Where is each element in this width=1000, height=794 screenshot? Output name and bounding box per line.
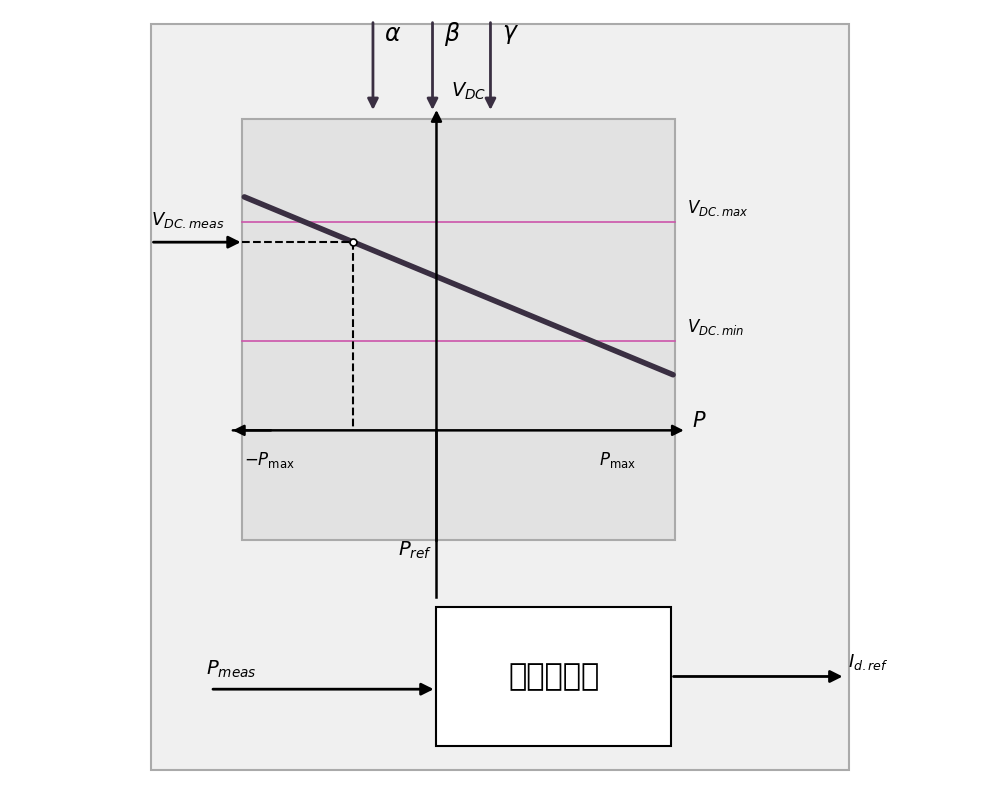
Text: $P_{meas}$: $P_{meas}$ <box>206 658 257 680</box>
Text: $I_{d.ref}$: $I_{d.ref}$ <box>848 652 889 673</box>
Text: $-P_{\max}$: $-P_{\max}$ <box>244 450 295 470</box>
Text: $P$: $P$ <box>692 410 707 431</box>
Bar <box>436 607 671 746</box>
Text: 有功控制器: 有功控制器 <box>508 662 599 692</box>
Text: $P_{\max}$: $P_{\max}$ <box>599 450 636 470</box>
Bar <box>151 24 849 770</box>
Text: $\gamma$: $\gamma$ <box>502 22 519 46</box>
Text: $P_{ref}$: $P_{ref}$ <box>398 540 433 561</box>
Text: $V_{DC.meas}$: $V_{DC.meas}$ <box>151 210 224 230</box>
Text: $V_{DC}$: $V_{DC}$ <box>451 80 486 102</box>
Text: $V_{DC.max}$: $V_{DC.max}$ <box>687 198 748 218</box>
Text: $\alpha$: $\alpha$ <box>384 22 401 46</box>
Bar <box>242 119 675 540</box>
Text: $V_{DC.min}$: $V_{DC.min}$ <box>687 318 744 337</box>
Text: $\beta$: $\beta$ <box>444 20 460 48</box>
